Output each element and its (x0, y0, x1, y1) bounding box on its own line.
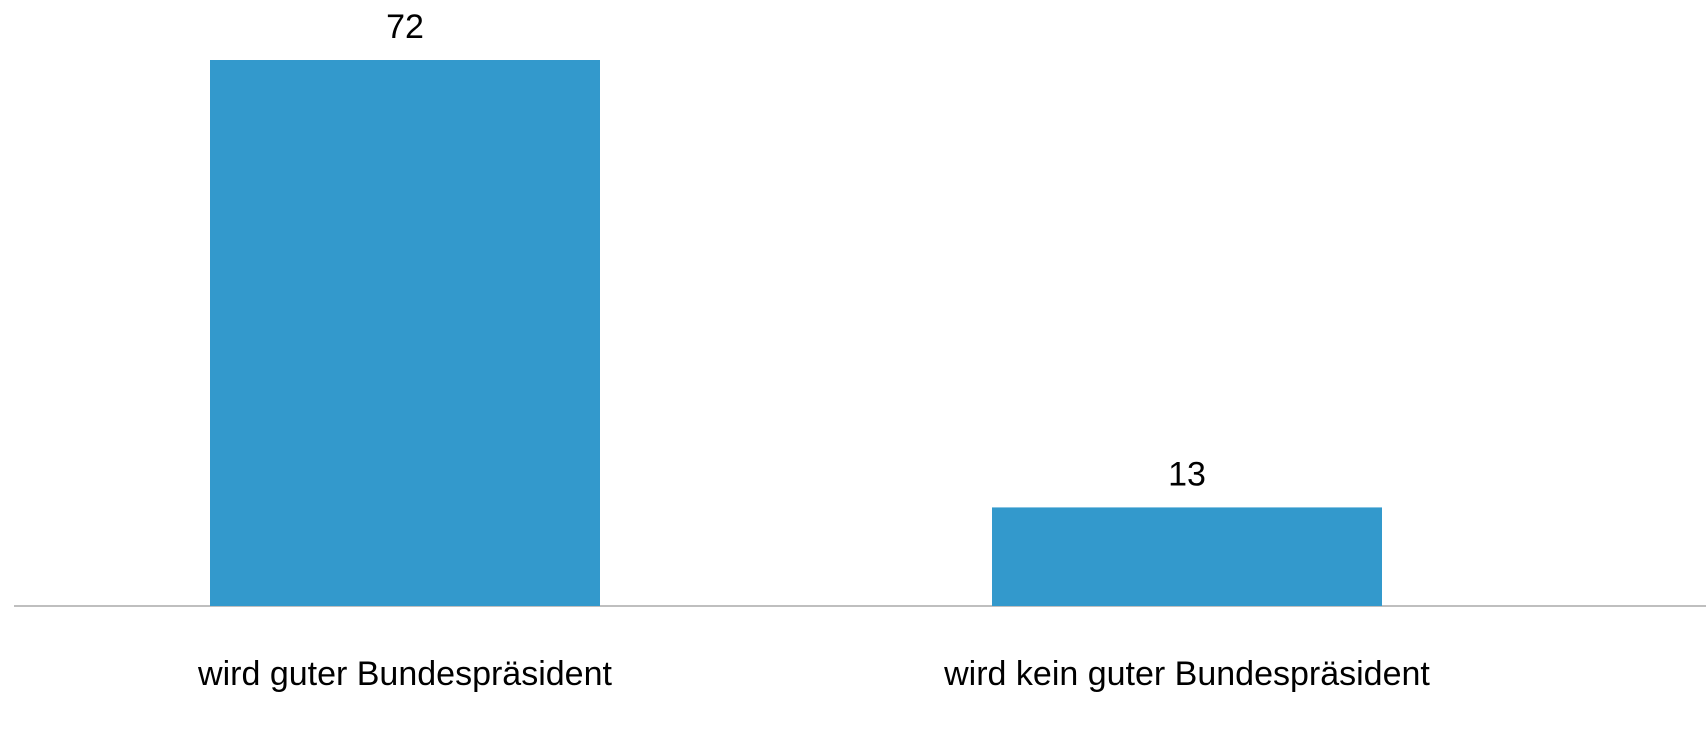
data-label-1: 72 (386, 8, 424, 46)
bar-2 (992, 507, 1382, 606)
labels-group: 72 wird guter Bundespräsident 13 wird kein … (197, 8, 1430, 693)
bars-group (210, 60, 1382, 606)
bar-1 (210, 60, 600, 606)
data-label-2: 13 (1168, 455, 1206, 493)
category-label-1: wird guter Bundespräsident (197, 655, 612, 693)
category-label-2: wird kein guter Bundespräsident (943, 655, 1430, 693)
